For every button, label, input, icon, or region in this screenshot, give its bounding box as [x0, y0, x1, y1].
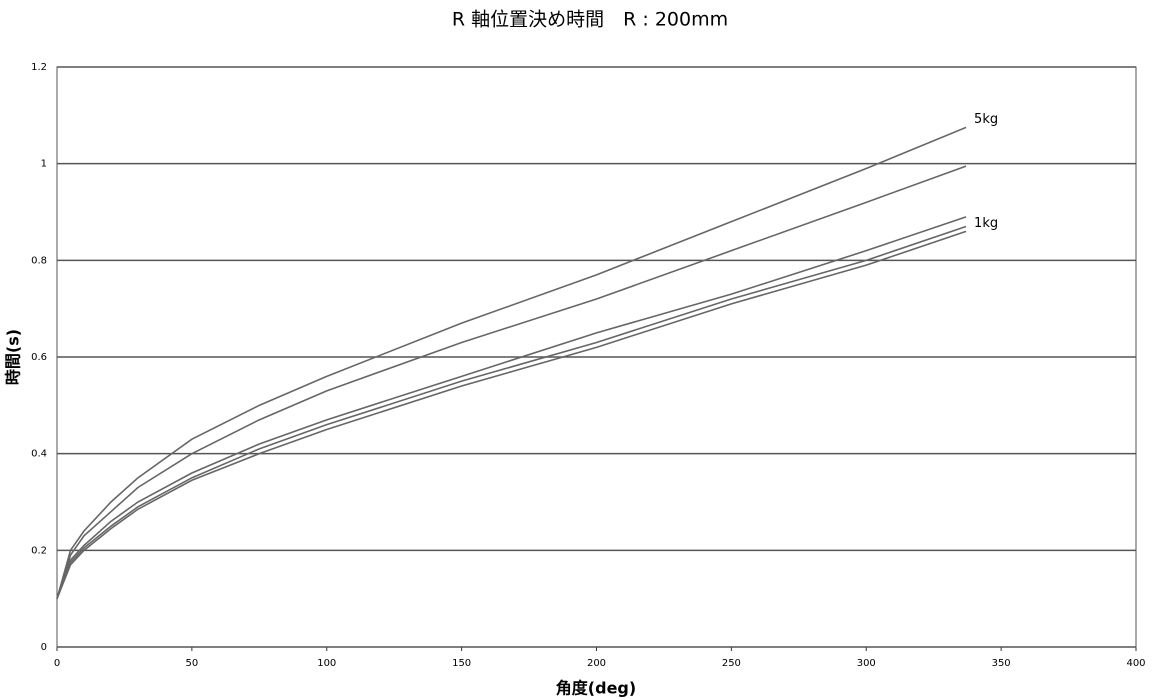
y-tick-label: 0.6 — [31, 352, 47, 363]
y-tick-label: 0.4 — [31, 449, 47, 460]
x-axis-label: 角度(deg) — [556, 679, 636, 698]
x-tick-label: 300 — [857, 658, 876, 669]
series-label: 5kg — [974, 112, 998, 127]
y-tick-label: 0.8 — [31, 255, 47, 266]
x-tick-label: 50 — [186, 658, 199, 669]
series-line — [56, 225, 967, 599]
x-tick-label: 200 — [587, 658, 606, 669]
series-line — [56, 230, 967, 599]
x-tick-label: 100 — [317, 658, 336, 669]
x-tick-label: 150 — [452, 658, 471, 669]
y-tick-label: 0.2 — [31, 545, 47, 556]
x-tick-label: 350 — [992, 658, 1011, 669]
x-tick-label: 400 — [1126, 658, 1145, 669]
y-axis-label: 時間(s) — [4, 329, 23, 385]
y-tick-label: 0 — [41, 642, 47, 653]
plot-frame — [56, 66, 1137, 648]
series-line — [56, 126, 967, 599]
chart-title: R 軸位置決め時間 R : 200mm — [452, 9, 728, 31]
series-line — [56, 216, 967, 599]
series-line — [56, 165, 967, 599]
x-tick-label: 250 — [722, 658, 741, 669]
y-tick-label: 1.2 — [31, 62, 47, 73]
x-tick-label: 0 — [54, 658, 60, 669]
series-label: 1kg — [974, 216, 998, 231]
y-tick-label: 1 — [41, 159, 47, 170]
